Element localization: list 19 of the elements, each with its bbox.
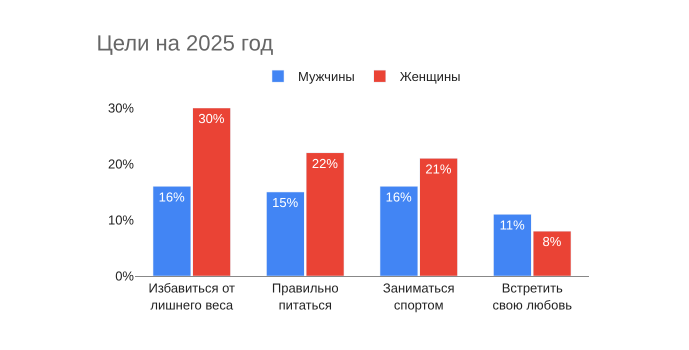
data-label: 22% (312, 156, 338, 171)
y-tick-label: 30% (108, 100, 134, 116)
data-label: 16% (158, 189, 186, 204)
data-label: 8% (542, 234, 562, 250)
x-tick-label: Избавиться от лишнего веса (148, 280, 236, 312)
data-label: 21% (425, 161, 452, 176)
legend-label: Женщины (400, 69, 460, 84)
y-tick-label: 0% (115, 268, 134, 284)
y-tick-label: 10% (108, 212, 134, 228)
x-tick-label: Правильно питаться (272, 280, 339, 312)
data-label: 16% (386, 189, 412, 204)
data-label: 15% (272, 195, 299, 210)
x-tick-label: Заниматься спортом (382, 280, 455, 312)
x-tick-label: Встретить свою любовь (492, 280, 572, 312)
data-label: 30% (198, 111, 225, 126)
legend-label: Мужчины (298, 69, 355, 84)
chart-title: Цели на 2025 год (96, 30, 274, 56)
data-label: 11% (500, 217, 526, 232)
y-tick-label: 20% (108, 156, 134, 172)
